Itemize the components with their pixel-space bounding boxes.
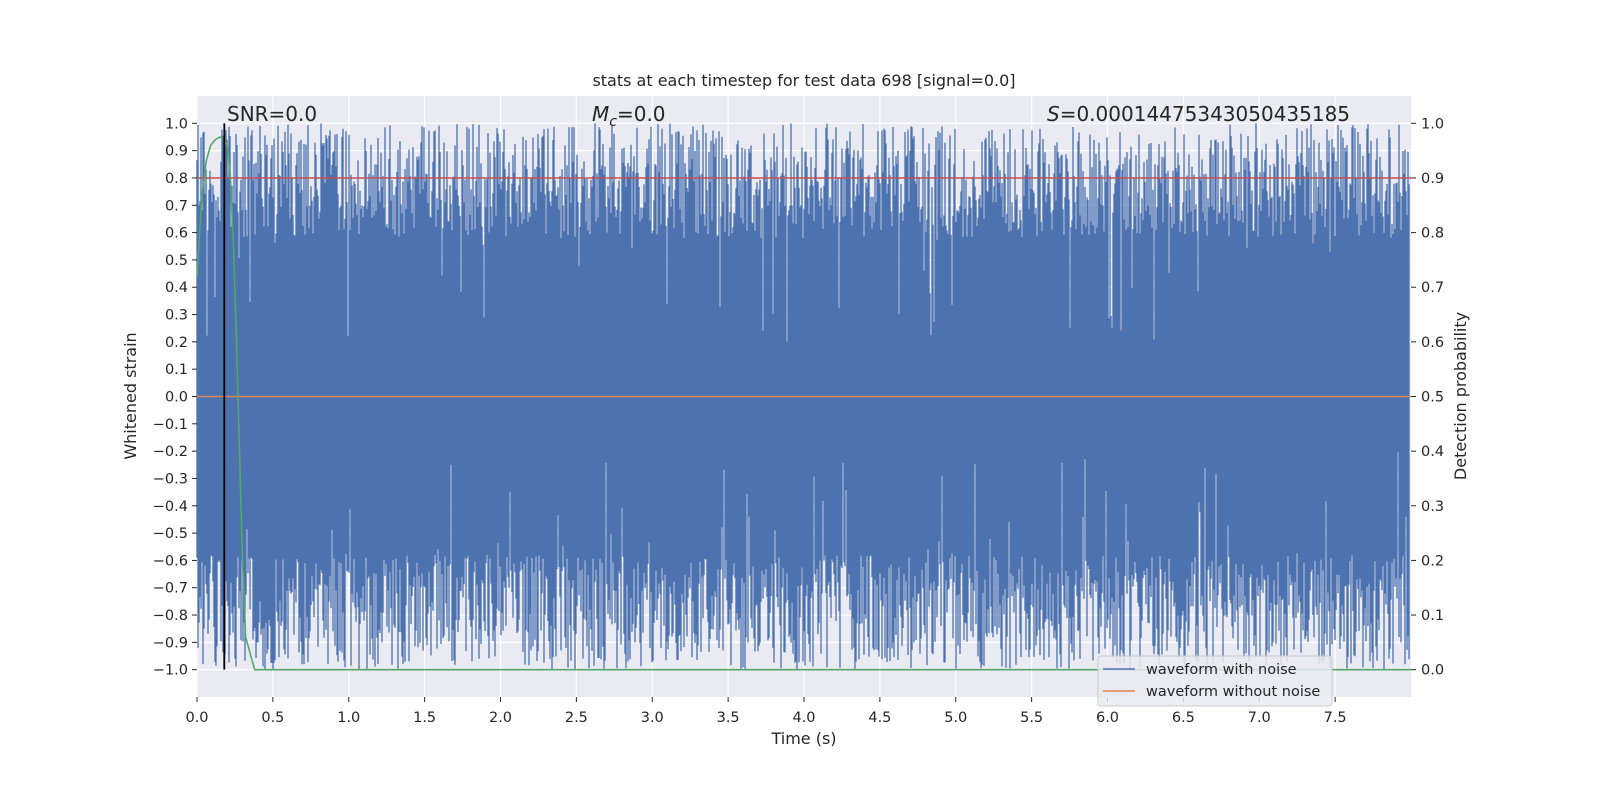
s-annotation: S=0.00014475343050435185 xyxy=(1047,102,1350,126)
y-tick-label: 0.0 xyxy=(165,390,188,406)
x-tick-label: 0.0 xyxy=(185,710,208,726)
legend-box xyxy=(1097,655,1333,707)
y-tick-label: −0.9 xyxy=(153,635,188,651)
x-tick-label: 3.5 xyxy=(717,710,740,726)
x-ticks: 0.0 0.5 1.0 1.5 2.0 2.5 3.0 3.5 4.0 4.5 5.0 5.5 6.0 6… xyxy=(185,697,1347,726)
y-right-tick-label: 0.8 xyxy=(1421,226,1444,242)
y-right-tick-label: 0.0 xyxy=(1421,663,1444,679)
y-tick-label: −0.2 xyxy=(153,444,188,460)
y-tick-label: −0.4 xyxy=(153,499,188,515)
mc-subscript: c xyxy=(609,114,617,130)
y-right-tick-label: 0.4 xyxy=(1421,444,1444,460)
x-tick-label: 4.0 xyxy=(792,710,815,726)
x-tick-label: 0.5 xyxy=(261,710,284,726)
y-right-tick-label: 0.9 xyxy=(1421,171,1444,187)
y-tick-label: −0.6 xyxy=(153,553,188,569)
y-axis-label: Whitened strain xyxy=(121,332,140,459)
legend-label-clean: waveform without noise xyxy=(1146,684,1320,700)
x-tick-label: 5.0 xyxy=(944,710,967,726)
x-tick-label: 2.5 xyxy=(565,710,588,726)
y-right-tick-label: 0.1 xyxy=(1421,608,1444,624)
x-tick-label: 1.0 xyxy=(337,710,360,726)
noise-series xyxy=(196,123,1410,670)
y-tick-label: −0.5 xyxy=(153,526,188,542)
left-y-ticks: 1.0 0.9 0.8 0.7 0.6 0.5 0.4 0.3 0.2 0.1 0.0 −0.1 −0.… xyxy=(153,116,197,679)
mc-annotation: Mc=0.0 xyxy=(592,102,666,130)
mc-symbol: M xyxy=(592,102,609,126)
right-y-ticks: 1.0 0.9 0.8 0.7 0.6 0.5 0.4 0.3 0.2 0.1 0.0 xyxy=(1411,116,1444,679)
y-tick-label: 0.3 xyxy=(165,308,188,324)
snr-annotation: SNR=0.0 xyxy=(227,102,317,126)
y-tick-label: 0.8 xyxy=(165,171,188,187)
legend: waveform with noise waveform without noi… xyxy=(1097,655,1333,707)
s-value: =0.00014475343050435185 xyxy=(1060,102,1350,126)
line-series xyxy=(196,123,1411,671)
y-right-axis-label: Detection probability xyxy=(1451,312,1470,480)
mc-value: =0.0 xyxy=(617,102,666,126)
y-tick-label: 0.4 xyxy=(165,280,188,296)
y-right-tick-label: 0.3 xyxy=(1421,499,1444,515)
x-tick-label: 1.5 xyxy=(413,710,436,726)
detection-probability-line xyxy=(196,136,1411,671)
y-tick-label: 0.1 xyxy=(165,362,188,378)
y-right-tick-label: 0.6 xyxy=(1421,335,1444,351)
y-tick-label: 1.0 xyxy=(165,116,188,132)
x-axis-label: Time (s) xyxy=(770,729,836,748)
x-tick-label: 6.0 xyxy=(1096,710,1119,726)
y-right-tick-label: 0.7 xyxy=(1421,280,1444,296)
y-tick-label: 0.6 xyxy=(165,226,188,242)
x-tick-label: 4.5 xyxy=(868,710,891,726)
y-tick-label: −0.7 xyxy=(153,581,188,597)
x-tick-label: 5.5 xyxy=(1020,710,1043,726)
legend-label-noise: waveform with noise xyxy=(1146,662,1297,678)
x-tick-label: 2.0 xyxy=(489,710,512,726)
x-tick-label: 7.0 xyxy=(1248,710,1271,726)
y-right-tick-label: 0.5 xyxy=(1421,390,1444,406)
y-right-tick-label: 0.2 xyxy=(1421,553,1444,569)
y-tick-label: −0.8 xyxy=(153,608,188,624)
x-tick-label: 6.5 xyxy=(1172,710,1195,726)
y-tick-label: 0.5 xyxy=(165,253,188,269)
s-symbol: S xyxy=(1047,102,1060,126)
x-tick-label: 7.5 xyxy=(1324,710,1347,726)
y-tick-label: −0.3 xyxy=(153,471,188,487)
y-right-tick-label: 1.0 xyxy=(1421,116,1444,132)
x-tick-label: 3.0 xyxy=(641,710,664,726)
y-tick-label: 0.9 xyxy=(165,144,188,160)
y-tick-label: 0.2 xyxy=(165,335,188,351)
y-tick-label: −1.0 xyxy=(153,663,188,679)
y-tick-label: −0.1 xyxy=(153,417,188,433)
chart-title: stats at each timestep for test data 698… xyxy=(592,71,1015,90)
y-tick-label: 0.7 xyxy=(165,198,188,214)
series-waveform-with-noise xyxy=(196,123,1410,670)
